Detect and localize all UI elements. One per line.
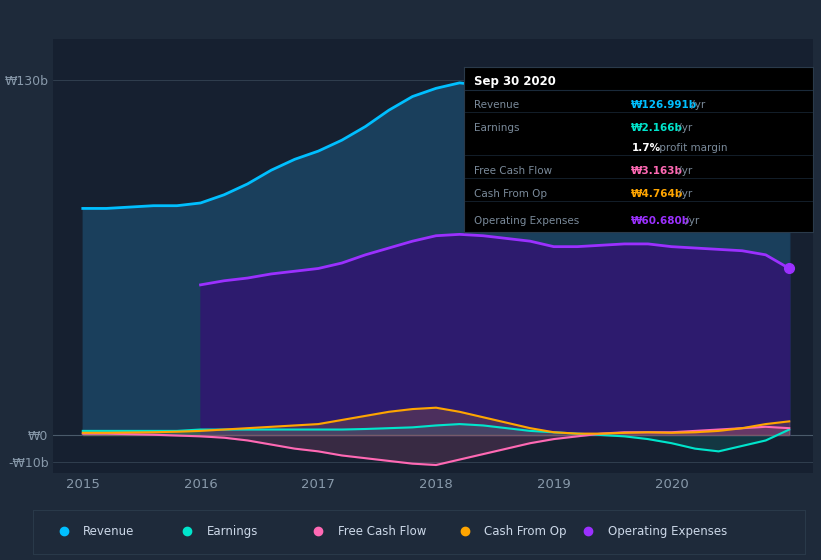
Text: Operating Expenses: Operating Expenses [475,216,580,226]
Text: Free Cash Flow: Free Cash Flow [337,525,426,538]
Text: Sep 30 2020: Sep 30 2020 [475,76,556,88]
Text: /yr: /yr [688,100,705,110]
Text: /yr: /yr [676,123,693,133]
Text: Earnings: Earnings [207,525,258,538]
Text: ₩2.166b: ₩2.166b [631,123,683,133]
Text: Cash From Op: Cash From Op [484,525,566,538]
Text: ₩4.764b: ₩4.764b [631,189,684,199]
Text: Operating Expenses: Operating Expenses [608,525,727,538]
Text: /yr: /yr [681,216,699,226]
Text: 1.7%: 1.7% [631,143,660,153]
Text: Cash From Op: Cash From Op [475,189,548,199]
Text: profit margin: profit margin [657,143,728,153]
Text: Revenue: Revenue [83,525,135,538]
Text: ₩3.163b: ₩3.163b [631,166,683,176]
Text: ₩60.680b: ₩60.680b [631,216,690,226]
Text: Earnings: Earnings [475,123,520,133]
Text: ₩126.991b: ₩126.991b [631,100,698,110]
Text: Free Cash Flow: Free Cash Flow [475,166,553,176]
Text: /yr: /yr [676,189,693,199]
Text: /yr: /yr [676,166,693,176]
Text: Revenue: Revenue [475,100,520,110]
